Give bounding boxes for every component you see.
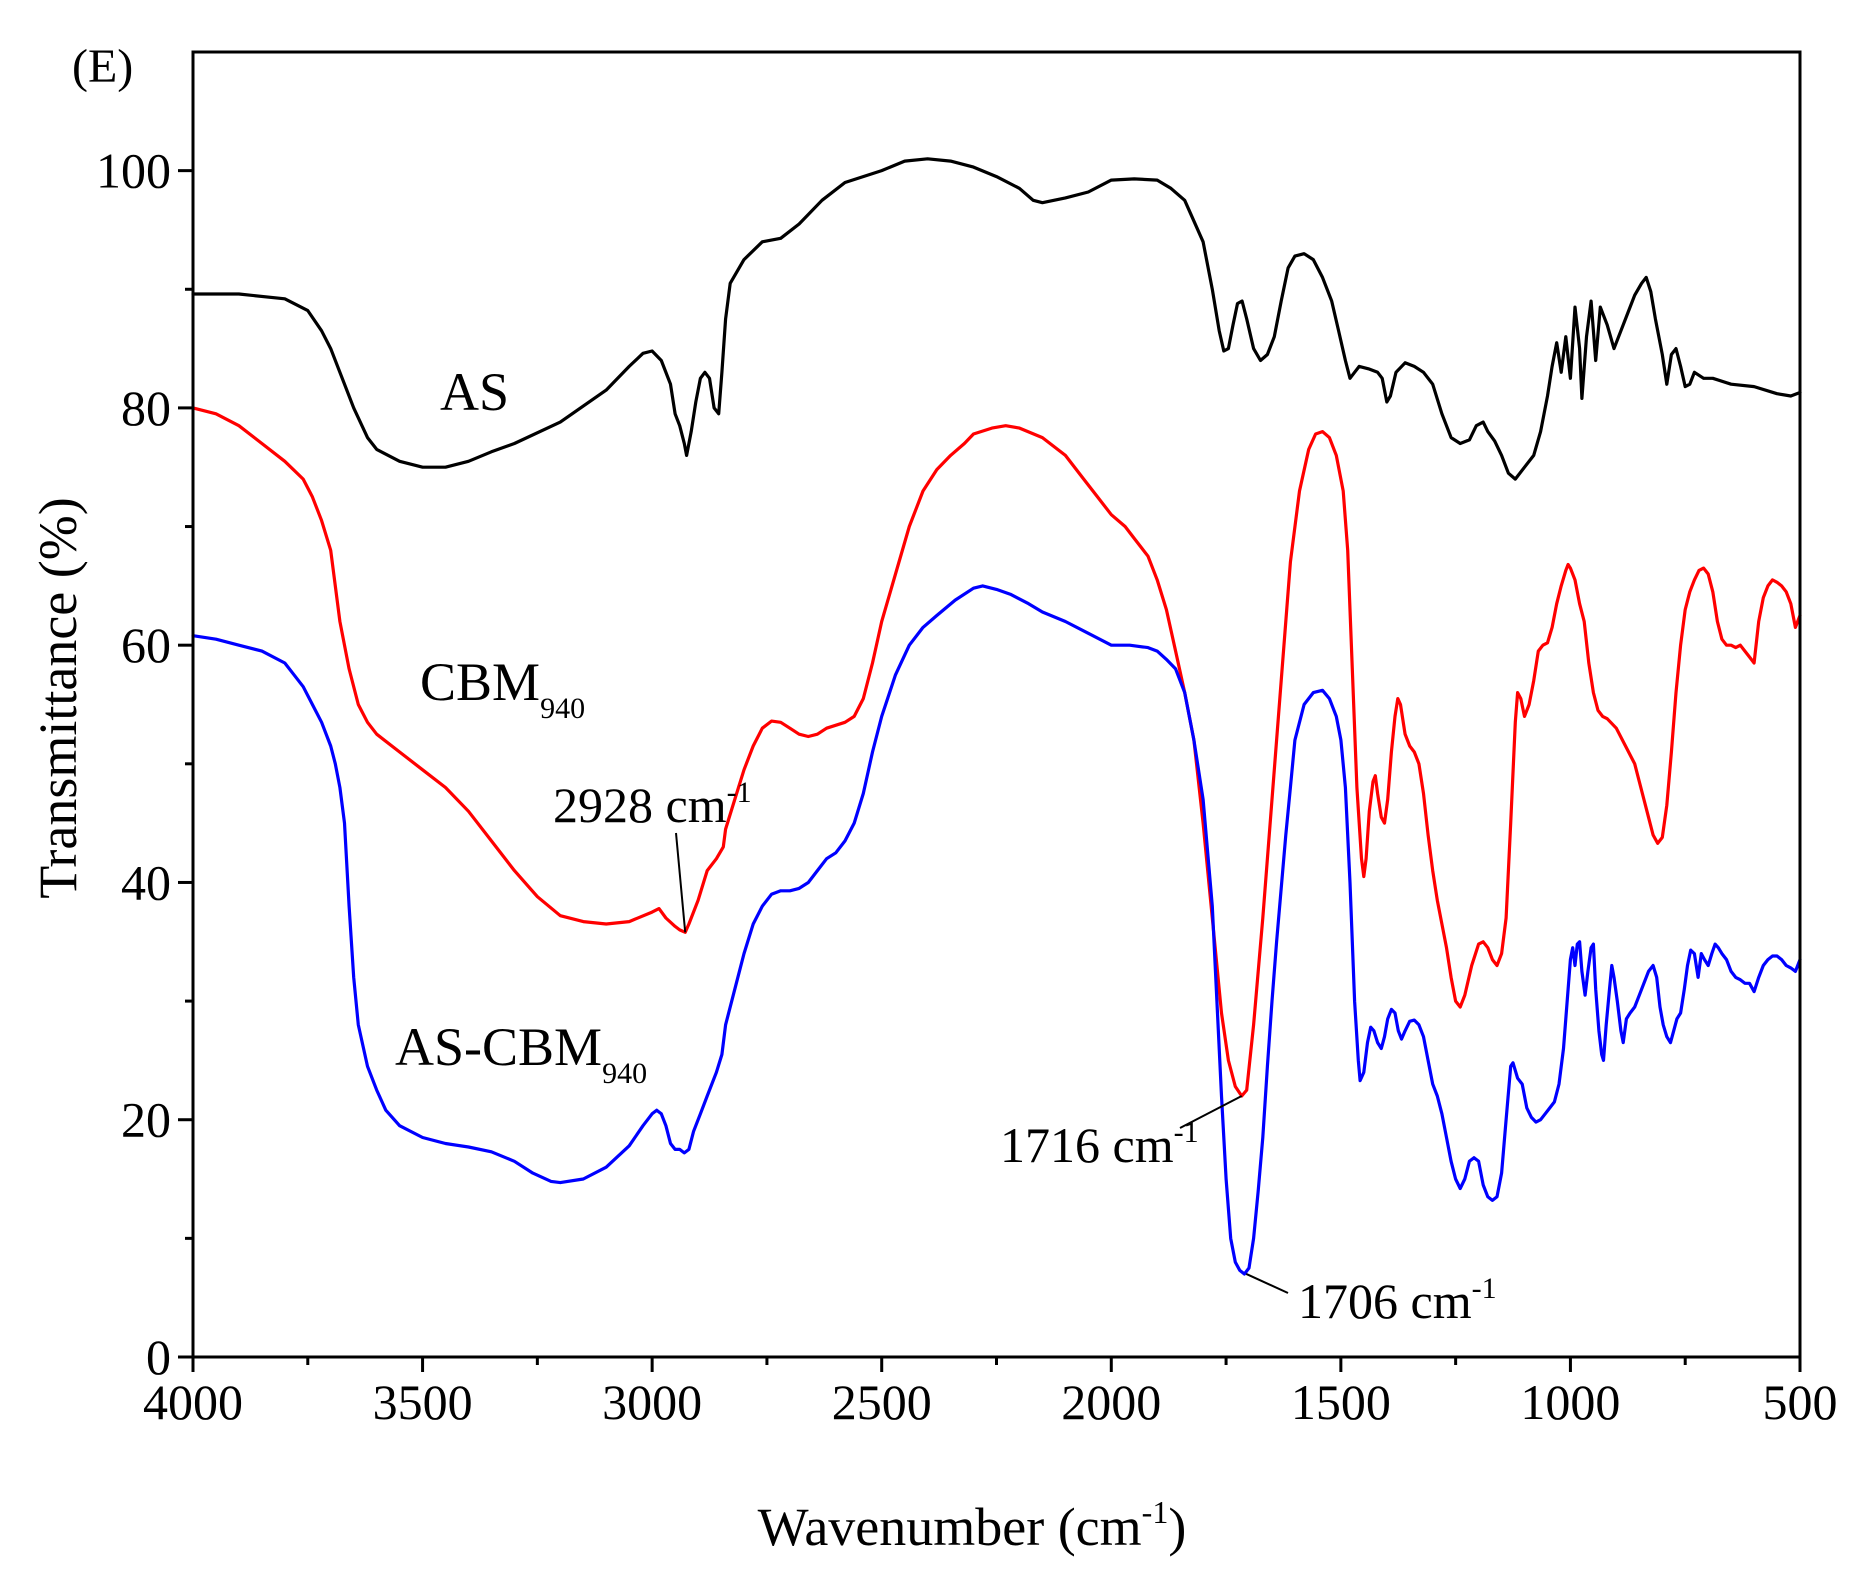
labels-layer: AS CBM940 AS-CBM940 2928 cm-1 1716 cm-1 1706 … [395, 362, 1497, 1329]
annotation-leader-line [1245, 1273, 1289, 1294]
x-tick-label: 3000 [602, 1374, 702, 1430]
series-line-as [191, 157, 1802, 481]
y-axis-label: Transmittance (%) [28, 497, 88, 898]
peak-annotation: 1716 cm-1 [1000, 1116, 1199, 1173]
series-label-as-cbm940: AS-CBM940 [395, 1017, 647, 1090]
panel-label: (E) [72, 40, 133, 93]
series-label-cbm940: CBM940 [420, 652, 585, 725]
y-tick-label: 0 [146, 1329, 171, 1385]
series-label-as: AS [440, 362, 509, 422]
svg-text:Wavenumber (cm-1): Wavenumber (cm-1) [758, 1494, 1187, 1557]
series-layer [191, 157, 1802, 1276]
series-line-cbm940 [191, 406, 1802, 1098]
x-tick-label: 1500 [1291, 1374, 1391, 1430]
y-axis-title: Transmittance (%) [28, 497, 88, 898]
x-tick-label: 3500 [373, 1374, 473, 1430]
series-line-as-cbm940 [191, 584, 1802, 1276]
x-axis-title: Wavenumber (cm-1) [758, 1494, 1187, 1557]
annotation-leader-line [675, 832, 687, 933]
y-tick-label: 20 [121, 1092, 171, 1148]
y-tick-label: 60 [121, 617, 171, 673]
y-tick-label: 100 [96, 143, 171, 199]
annotation-leader-line [1179, 1095, 1243, 1129]
x-tick-label: 2500 [832, 1374, 932, 1430]
x-axis-label-close: ) [1168, 1497, 1186, 1557]
x-tick-label: 2000 [1061, 1374, 1161, 1430]
peak-annotation: 2928 cm-1 [553, 776, 752, 833]
x-axis-label-superscript: -1 [1142, 1494, 1169, 1530]
peak-annotation: 1706 cm-1 [1298, 1272, 1497, 1329]
x-tick-label: 4000 [143, 1374, 243, 1430]
y-tick-label: 40 [121, 854, 171, 910]
y-tick-label: 80 [121, 380, 171, 436]
x-tick-label: 1000 [1520, 1374, 1620, 1430]
axes-layer: 4000 3500 3000 2500 2000 1500 1000 500 0 20 40 60 80… [96, 50, 1838, 1430]
x-tick-label: 500 [1763, 1374, 1838, 1430]
x-axis-label: Wavenumber (cm [758, 1497, 1142, 1557]
